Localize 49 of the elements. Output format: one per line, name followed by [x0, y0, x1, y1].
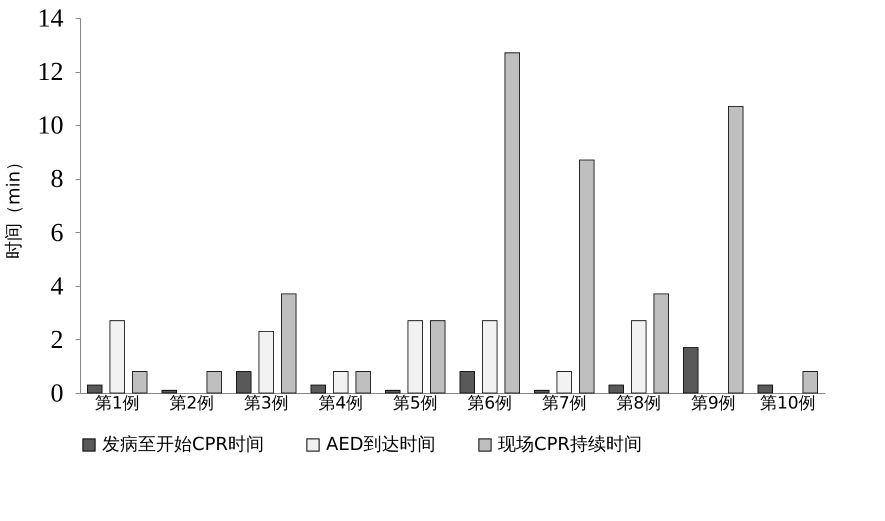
bar [206, 371, 222, 394]
bar [162, 390, 177, 394]
legend-label: AED到达时间 [326, 434, 436, 455]
bar [758, 384, 773, 394]
x-tick-label: 第10例 [760, 394, 816, 414]
bar [408, 320, 423, 394]
bar [534, 390, 550, 394]
legend-label: 发病至开始CPR时间 [102, 434, 264, 455]
y-tick-label: 14 [38, 4, 64, 32]
x-tick-label: 第5例 [392, 394, 438, 414]
x-tick-label: 第8例 [616, 394, 662, 414]
bar [333, 371, 348, 394]
bar [728, 106, 744, 394]
y-tick-label: 2 [50, 324, 64, 354]
y-axis-title: 时间（min） [4, 153, 24, 259]
bar [482, 320, 498, 394]
bar [802, 371, 818, 394]
bar [310, 384, 326, 394]
bar [356, 371, 371, 394]
x-tick-label: 第6例 [467, 394, 512, 414]
x-tick-label: 第1例 [94, 394, 140, 414]
x-tick-label: 第9例 [690, 394, 736, 414]
bar [281, 293, 296, 394]
bar [556, 371, 572, 394]
bar [258, 330, 274, 394]
x-tick-label: 第4例 [318, 394, 364, 414]
bar [132, 371, 148, 394]
bar [87, 384, 102, 394]
bar [579, 160, 594, 394]
y-tick-label: 8 [50, 164, 64, 194]
y-tick-label: 12 [38, 57, 64, 86]
bar [430, 320, 446, 394]
x-tick-label: 第7例 [542, 394, 587, 414]
bar [683, 347, 698, 394]
bar [608, 384, 624, 394]
y-tick-label: 0 [50, 378, 64, 408]
bar [236, 371, 252, 394]
bar [385, 390, 400, 394]
y-tick-label: 10 [38, 110, 64, 140]
bar [504, 52, 520, 394]
y-tick-label: 4 [50, 271, 64, 300]
y-tick-label: 6 [50, 218, 64, 247]
bar [110, 320, 125, 394]
legend-label: 现场CPR持续时间 [498, 434, 642, 455]
bar [460, 371, 475, 394]
bar [631, 320, 646, 394]
x-tick-label: 第2例 [169, 394, 214, 414]
bar [654, 293, 669, 394]
x-tick-label: 第3例 [244, 394, 289, 414]
